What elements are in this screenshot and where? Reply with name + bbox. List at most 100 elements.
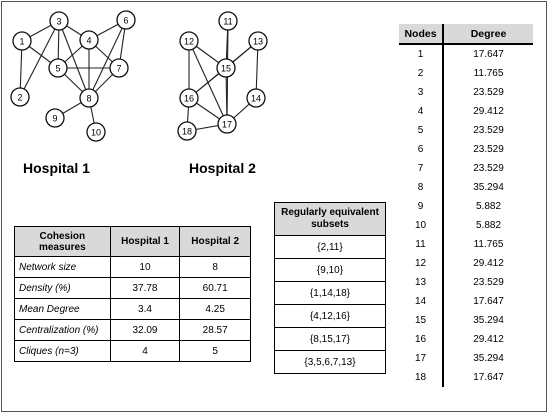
node-id-cell: 15	[399, 311, 444, 330]
measure-name: Mean Degree	[14, 298, 111, 320]
equivalent-header-row: Regularly equivalent subsets	[274, 202, 386, 236]
table-row: 16 29.412	[399, 330, 533, 349]
hospital-1-value: 37.78	[109, 277, 181, 299]
node-id-cell: 5	[399, 121, 444, 140]
cohesion-header-hospital-1: Hospital 1	[109, 226, 181, 257]
degree-header-degree: Degree	[443, 24, 533, 45]
graph-node	[216, 58, 236, 78]
graph-node-label: 1	[19, 37, 24, 47]
graph-node	[246, 88, 266, 108]
equivalent-subsets-table: Regularly equivalent subsets {2,11} {9,1…	[274, 202, 386, 374]
node-id-cell: 12	[399, 254, 444, 273]
table-row: {9,10}	[274, 258, 386, 282]
graph-node-label: 3	[56, 17, 61, 27]
degree-value-cell: 17.647	[473, 372, 504, 383]
node-id-cell: 1	[399, 44, 444, 64]
node-id-cell: 13	[399, 273, 444, 292]
equivalent-header: Regularly equivalent subsets	[274, 202, 386, 236]
degree-value-cell: 17.647	[473, 296, 504, 307]
hospital-2-network-graph: 11 12 13 14 15 16 17 18	[177, 11, 268, 141]
table-row: 12 29.412	[399, 254, 533, 273]
graph-node	[45, 108, 65, 128]
cohesion-header-measure: Cohesion measures	[14, 226, 111, 257]
cohesion-header-hospital-2: Hospital 2	[179, 226, 251, 257]
degree-value-cell: 5.882	[475, 220, 502, 231]
subset-cell: {9,10}	[274, 258, 386, 282]
table-row: Density (%) 37.78 60.71	[14, 277, 251, 299]
degree-value-cell: 11.765	[473, 239, 504, 250]
table-row: Network size 10 8	[14, 256, 251, 278]
graph-node-label: 16	[184, 94, 194, 104]
node-id-cell: 18	[399, 368, 444, 387]
hospital-2-title: Hospital 2	[189, 160, 256, 176]
hospital-2-value: 28.57	[179, 319, 251, 341]
graph-node-label: 15	[221, 64, 231, 74]
table-row: Centralization (%) 32.09 28.57	[14, 319, 251, 341]
degree-value-cell: 23.529	[473, 144, 504, 155]
node-id-cell: 7	[399, 159, 444, 178]
cohesion-header-row: Cohesion measures Hospital 1 Hospital 2	[14, 226, 251, 257]
table-row: 14 17.647	[399, 292, 533, 311]
table-row: 18 17.647	[399, 368, 533, 387]
graph-node	[179, 31, 199, 51]
table-row: 8 35.294	[399, 178, 533, 197]
table-row: {8,15,17}	[274, 327, 386, 351]
table-row: 1 17.647	[399, 44, 533, 64]
node-id-cell: 14	[399, 292, 444, 311]
degree-value-cell: 5.882	[475, 201, 502, 212]
degree-value-cell: 23.529	[473, 277, 504, 288]
node-id-cell: 10	[399, 216, 444, 235]
degree-value-cell: 23.529	[473, 163, 504, 174]
graph-node	[248, 31, 268, 51]
hospital-1-value: 3.4	[109, 298, 181, 320]
subset-cell: {8,15,17}	[274, 327, 386, 351]
hospital-2-value: 60.71	[179, 277, 251, 299]
degree-value-cell: 11.765	[473, 68, 504, 79]
graph-node-label: 10	[91, 128, 101, 138]
node-id-cell: 9	[399, 197, 444, 216]
graph-node-label: 9	[52, 114, 57, 124]
table-row: 4 29.412	[399, 102, 533, 121]
node-id-cell: 2	[399, 64, 444, 83]
cohesion-measures-table: Cohesion measures Hospital 1 Hospital 2 …	[14, 226, 251, 362]
degree-value-cell: 17.647	[473, 49, 504, 60]
graph-node-label: 7	[116, 64, 121, 74]
graph-node	[10, 87, 30, 107]
table-row: {2,11}	[274, 235, 386, 259]
graph-node	[177, 121, 197, 141]
graph-node-label: 14	[251, 94, 261, 104]
degree-value-cell: 35.294	[473, 182, 504, 193]
table-row: 5 23.529	[399, 121, 533, 140]
degree-value-cell: 29.412	[473, 334, 504, 345]
table-row: 6 23.529	[399, 140, 533, 159]
table-row: {1,14,18}	[274, 281, 386, 305]
measure-name: Density (%)	[14, 277, 111, 299]
graph-node-label: 8	[86, 94, 91, 104]
graph-node	[179, 88, 199, 108]
table-row: {3,5,6,7,13}	[274, 350, 386, 374]
hospital-2-value: 4.25	[179, 298, 251, 320]
subset-cell: {4,12,16}	[274, 304, 386, 328]
graph-node-label: 2	[17, 93, 22, 103]
subset-cell: {2,11}	[274, 235, 386, 259]
node-degree-table: Nodes Degree 1 17.647 2 11.765 3 23.529 4 29.41…	[399, 24, 533, 387]
node-id-cell: 11	[399, 235, 444, 254]
graph-node-label: 5	[55, 64, 60, 74]
degree-header-row: Nodes Degree	[399, 24, 533, 45]
table-row: 17 35.294	[399, 349, 533, 368]
table-row: 13 23.529	[399, 273, 533, 292]
graph-node	[49, 11, 69, 31]
measure-name: Centralization (%)	[14, 319, 111, 341]
graph-node-label: 17	[222, 120, 232, 130]
graph-node-label: 12	[184, 37, 194, 47]
measure-name: Network size	[14, 256, 111, 278]
table-row: Cliques (n=3) 4 5	[14, 340, 251, 362]
hospital-1-value: 10	[109, 256, 181, 278]
node-id-cell: 4	[399, 102, 444, 121]
table-row: 3 23.529	[399, 83, 533, 102]
graph-edge	[19, 20, 60, 98]
table-row: {4,12,16}	[274, 304, 386, 328]
table-row: Mean Degree 3.4 4.25	[14, 298, 251, 320]
node-id-cell: 6	[399, 140, 444, 159]
graph-node	[218, 11, 238, 31]
